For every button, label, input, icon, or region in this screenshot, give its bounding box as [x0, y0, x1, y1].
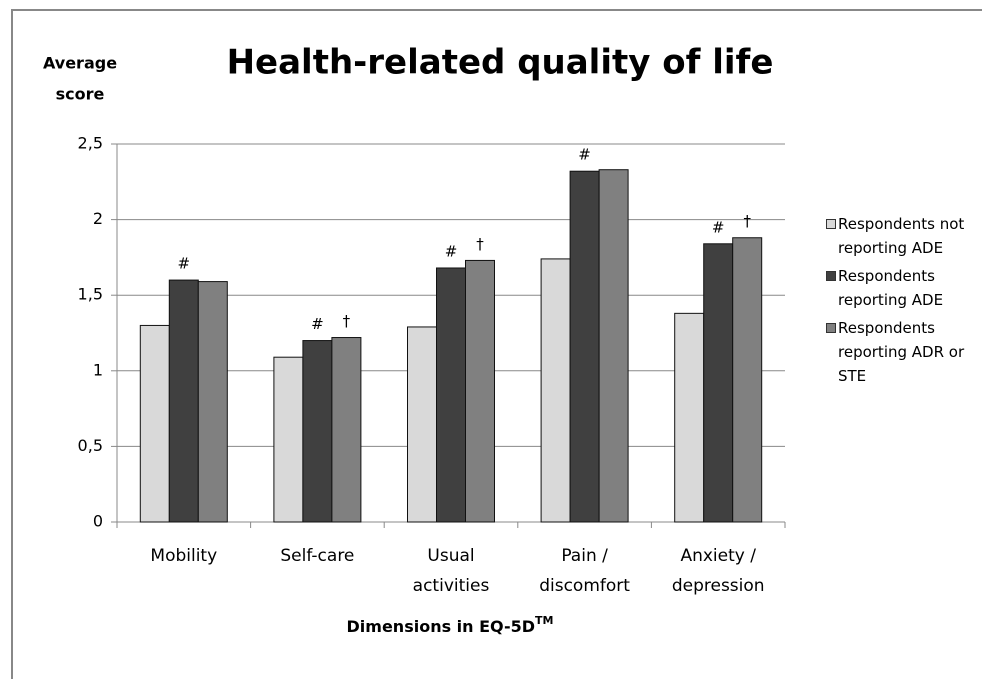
legend-swatch	[826, 323, 836, 333]
x-label-sup: TM	[535, 614, 553, 627]
x-label-main: Dimensions in EQ-5D	[347, 617, 536, 636]
legend-item: Respondents reporting ADE	[826, 264, 971, 312]
legend-label: Respondents reporting ADE	[838, 267, 944, 309]
annotation: †	[476, 235, 484, 253]
bar	[407, 326, 437, 523]
annotation: †	[343, 312, 351, 330]
y-tick-label: 1	[93, 360, 103, 379]
x-tick-label: Pain /	[561, 546, 608, 566]
legend-item: Respondents reporting ADR or STE	[826, 316, 971, 388]
bar	[540, 258, 571, 523]
x-tick-label: Self-care	[280, 546, 354, 566]
bar	[732, 237, 763, 523]
annotation: #	[712, 218, 725, 236]
y-tick-label: 0,5	[78, 436, 103, 455]
legend-swatch	[826, 219, 836, 229]
legend: Respondents not reporting ADE Respondents…	[826, 212, 971, 392]
annotation: #	[445, 242, 458, 260]
annotation: #	[311, 315, 324, 333]
bar	[139, 324, 170, 523]
bar	[168, 279, 199, 523]
x-tick-label: depression	[672, 576, 765, 596]
bar	[569, 170, 600, 523]
bar	[197, 281, 228, 523]
y-tick-label: 0	[93, 512, 103, 531]
chart-title: Health-related quality of life	[227, 43, 774, 83]
bar	[703, 243, 734, 523]
legend-label: Respondents not reporting ADE	[838, 215, 965, 257]
y-label: score	[56, 85, 105, 104]
x-tick-label: activities	[413, 576, 490, 596]
legend-item: Respondents not reporting ADE	[826, 212, 971, 260]
x-tick-label: discomfort	[539, 576, 630, 596]
x-label: Dimensions in EQ-5DTM	[347, 614, 554, 636]
legend-swatch	[826, 271, 836, 281]
frame	[11, 9, 982, 679]
x-tick-label: Anxiety /	[680, 546, 756, 566]
x-tick-label: Mobility	[150, 546, 217, 566]
y-tick-label: 2	[93, 209, 103, 228]
bar	[273, 356, 304, 523]
annotation: #	[178, 255, 191, 273]
y-label: Average	[43, 54, 117, 73]
y-tick-label: 2,5	[78, 134, 103, 153]
annotation: #	[578, 146, 591, 164]
bar	[598, 169, 629, 523]
bar	[436, 267, 466, 523]
bar	[302, 340, 333, 523]
annotation: †	[743, 212, 751, 230]
bar	[331, 337, 362, 523]
bar	[674, 312, 705, 523]
bar	[465, 259, 495, 523]
x-tick-label: Usual	[427, 546, 474, 566]
y-tick-label: 1,5	[78, 285, 103, 304]
legend-label: Respondents reporting ADR or STE	[838, 319, 965, 385]
